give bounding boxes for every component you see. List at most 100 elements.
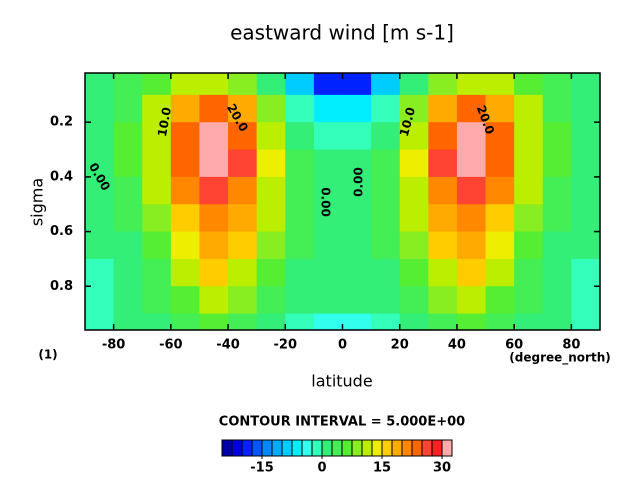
x-tick-label: 20 bbox=[391, 338, 409, 353]
field-cell bbox=[113, 73, 143, 96]
field-cell bbox=[228, 204, 258, 233]
field-cell bbox=[542, 149, 572, 178]
y-axis-label: sigma bbox=[28, 178, 47, 226]
field-cell bbox=[85, 176, 115, 205]
field-cell bbox=[85, 286, 115, 315]
field-cell bbox=[342, 73, 372, 96]
field-cell bbox=[199, 94, 229, 123]
field-cell bbox=[542, 313, 572, 330]
field-cell bbox=[170, 176, 200, 205]
contour-label: 0.00 bbox=[319, 187, 333, 217]
field-cell bbox=[142, 204, 172, 233]
field-cell bbox=[514, 313, 544, 330]
field-cell bbox=[371, 176, 401, 205]
field-cell bbox=[399, 149, 429, 178]
field-cell bbox=[542, 94, 572, 123]
field-cell bbox=[313, 231, 343, 260]
field-cell bbox=[371, 94, 401, 123]
field-cell bbox=[113, 94, 143, 123]
colorbar-box bbox=[391, 439, 403, 457]
field-cell bbox=[485, 149, 515, 178]
field-cell bbox=[399, 313, 429, 330]
field-cell bbox=[313, 73, 343, 96]
field-cell bbox=[542, 258, 572, 287]
field-cell bbox=[485, 231, 515, 260]
field-cell bbox=[456, 149, 487, 178]
colorbar-box bbox=[291, 439, 303, 457]
field-cell bbox=[428, 176, 458, 205]
field-cell bbox=[313, 176, 343, 205]
field-cell bbox=[571, 258, 600, 287]
field-cell bbox=[285, 149, 315, 178]
field-cell bbox=[170, 286, 200, 315]
field-cell bbox=[371, 286, 401, 315]
y-tick-label: 0.6 bbox=[50, 224, 73, 239]
field-cell bbox=[142, 313, 172, 330]
colorbar-box bbox=[311, 439, 323, 457]
field-cell bbox=[142, 149, 172, 178]
colorbar-box bbox=[261, 439, 273, 457]
field-cell bbox=[228, 313, 258, 330]
field bbox=[85, 73, 600, 330]
field-cell bbox=[342, 231, 372, 260]
colorbar-box bbox=[281, 439, 293, 457]
field-cell bbox=[85, 313, 115, 330]
field-cell bbox=[170, 122, 200, 151]
field-cell bbox=[456, 231, 487, 260]
field-cell bbox=[485, 258, 515, 287]
field-cell bbox=[113, 204, 143, 233]
field-cell bbox=[85, 94, 115, 123]
field-cell bbox=[256, 204, 286, 233]
field-cell bbox=[170, 149, 200, 178]
colorbar-box bbox=[381, 439, 393, 457]
colorbar-tick-label: 30 bbox=[433, 461, 451, 476]
field-cell bbox=[85, 149, 115, 178]
x-tick-label: -20 bbox=[274, 338, 298, 353]
field-cell bbox=[256, 122, 286, 151]
field-cell bbox=[113, 286, 143, 315]
field-cell bbox=[542, 122, 572, 151]
field-cell bbox=[199, 176, 229, 205]
field-cell bbox=[85, 204, 115, 233]
field-cell bbox=[85, 231, 115, 260]
field-cell bbox=[399, 176, 429, 205]
field-cell bbox=[113, 313, 143, 330]
field-cell bbox=[199, 204, 229, 233]
field-cell bbox=[371, 73, 401, 96]
field-cell bbox=[456, 122, 487, 151]
field-cell bbox=[228, 176, 258, 205]
field-cell bbox=[456, 313, 487, 330]
field-cell bbox=[428, 94, 458, 123]
field-cell bbox=[399, 231, 429, 260]
field-cell bbox=[285, 258, 315, 287]
field-cell bbox=[342, 94, 372, 123]
field-cell bbox=[342, 149, 372, 178]
y-tick-label: 0.2 bbox=[50, 115, 73, 130]
field-cell bbox=[485, 73, 515, 96]
colorbar-box bbox=[401, 439, 413, 457]
field-cell bbox=[113, 149, 143, 178]
colorbar-box bbox=[411, 439, 423, 457]
field-cell bbox=[313, 94, 343, 123]
field-cell bbox=[228, 149, 258, 178]
field-cell bbox=[142, 122, 172, 151]
field-cell bbox=[113, 231, 143, 260]
field-cell bbox=[428, 204, 458, 233]
field-cell bbox=[542, 176, 572, 205]
field-cell bbox=[256, 94, 286, 123]
colorbar-box bbox=[321, 439, 333, 457]
field-cell bbox=[485, 122, 515, 151]
field-cell bbox=[342, 258, 372, 287]
field-cell bbox=[485, 313, 515, 330]
field-cell bbox=[542, 231, 572, 260]
field-cell bbox=[256, 149, 286, 178]
field-cell bbox=[571, 204, 600, 233]
colorbar-box bbox=[431, 439, 443, 457]
field-cell bbox=[285, 313, 315, 330]
field-cell bbox=[170, 73, 200, 96]
contour-label: 0.00 bbox=[352, 167, 366, 197]
chart-title: eastward wind [m s-1] bbox=[230, 21, 454, 45]
contour-interval: CONTOUR INTERVAL = 5.000E+00 bbox=[219, 415, 465, 430]
